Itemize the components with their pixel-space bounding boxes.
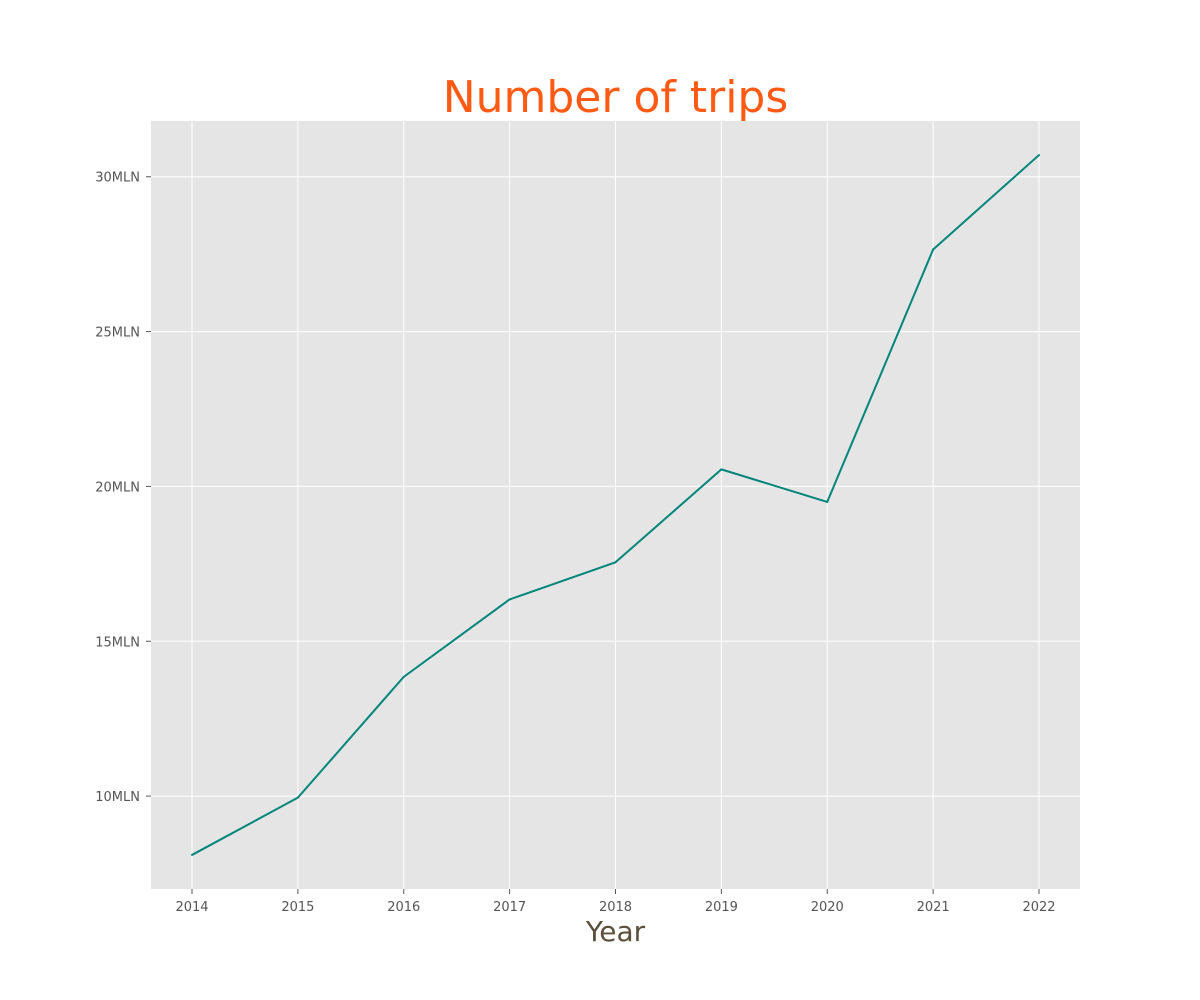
x-axis-ticks: 2014 2015 2016 2017 2018 2019 2020 2021 2022 [175,889,1056,915]
data-point [826,500,829,503]
data-point [296,796,299,799]
y-tick-label: 10MLN [95,790,140,805]
data-point [508,598,511,601]
x-tick-label: 2014 [175,900,208,915]
chart-title: Number of trips [443,72,789,123]
data-point [932,248,935,251]
data-point [402,675,405,678]
y-axis-ticks: 10MLN 15MLN 20MLN 25MLN 30MLN [95,171,151,805]
y-tick-label: 20MLN [95,480,140,495]
x-tick-label: 2015 [281,900,314,915]
x-tick-label: 2022 [1022,900,1055,915]
x-tick-label: 2021 [917,900,950,915]
y-tick-label: 30MLN [95,171,140,186]
x-tick-label: 2019 [705,900,738,915]
data-point [720,468,723,471]
data-point [614,561,617,564]
data-point [191,853,193,856]
series-layer [191,154,1040,856]
x-tick-label: 2020 [811,900,844,915]
x-tick-label: 2018 [599,900,632,915]
x-tick-label: 2016 [387,900,420,915]
x-tick-label: 2017 [493,900,526,915]
x-axis-label: Year [585,915,646,948]
data-point [1038,154,1040,157]
y-tick-label: 15MLN [95,635,140,650]
y-tick-label: 25MLN [95,326,140,341]
